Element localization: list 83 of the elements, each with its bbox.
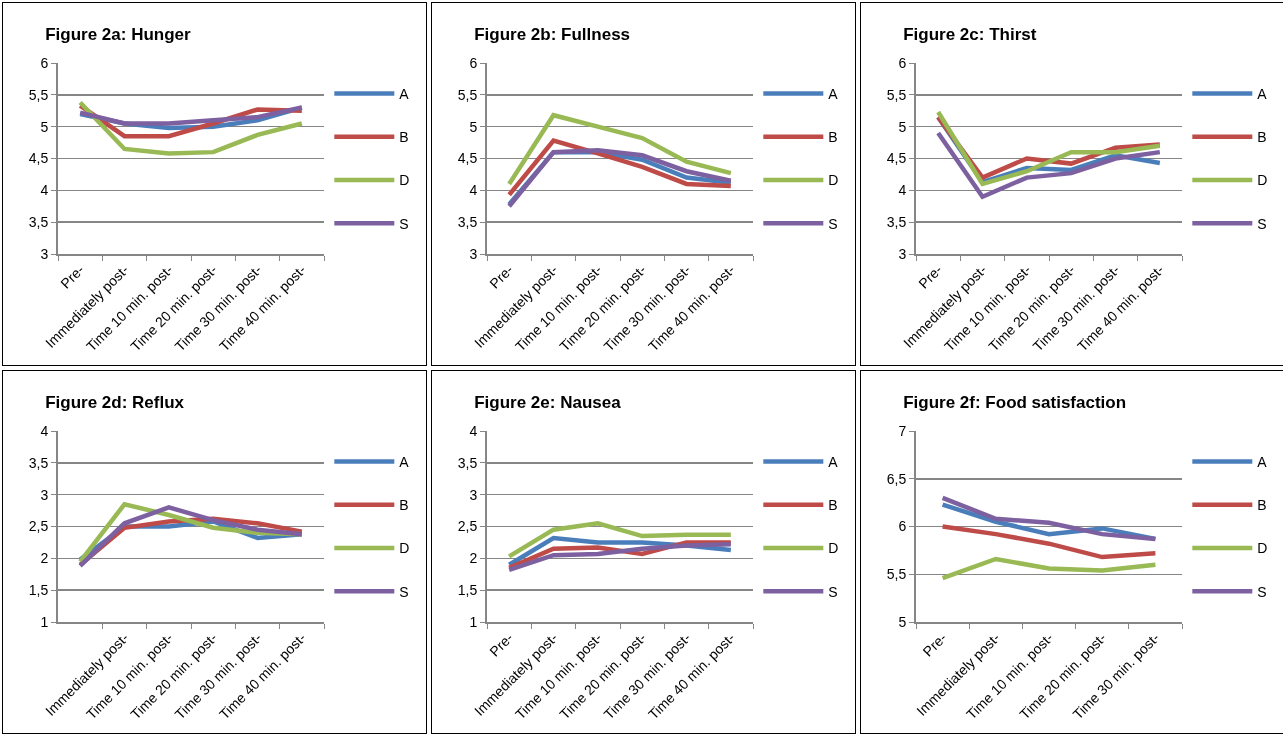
legend-label: A bbox=[828, 86, 839, 103]
y-tick-label: 5,5 bbox=[28, 86, 49, 103]
y-tick-label: 6,5 bbox=[886, 470, 907, 487]
x-tick-label: Pre- bbox=[57, 261, 88, 292]
y-tick-label: 4 bbox=[469, 182, 478, 199]
legend-label: D bbox=[1257, 172, 1268, 189]
legend-label: A bbox=[399, 454, 410, 471]
line-series bbox=[935, 130, 1163, 199]
y-tick-label: 1 bbox=[40, 613, 49, 630]
y-tick-label: 5 bbox=[40, 118, 49, 135]
y-tick-label: 2,5 bbox=[28, 518, 49, 535]
legend-label: S bbox=[399, 215, 409, 232]
chart-title: Figure 2f: Food satisfaction bbox=[903, 393, 1127, 413]
y-tick-label: 1,5 bbox=[457, 582, 478, 599]
line-series bbox=[77, 105, 305, 126]
legend-label: B bbox=[828, 497, 838, 514]
legend-label: B bbox=[399, 497, 409, 514]
line-series bbox=[77, 100, 305, 156]
y-tick-label: 3,5 bbox=[457, 214, 478, 231]
line-series bbox=[506, 112, 734, 187]
x-tick-label: Pre- bbox=[919, 629, 950, 660]
chart-title: Figure 2d: Reflux bbox=[45, 393, 185, 413]
y-tick-label: 2 bbox=[40, 550, 49, 567]
y-tick-label: 3 bbox=[469, 486, 478, 503]
legend-label: S bbox=[828, 215, 838, 232]
legend-label: S bbox=[399, 583, 409, 600]
y-tick-label: 3 bbox=[898, 245, 907, 262]
y-tick-label: 6 bbox=[40, 54, 49, 71]
legend-label: D bbox=[828, 540, 839, 557]
line-series bbox=[506, 138, 734, 198]
y-tick-label: 5 bbox=[898, 118, 907, 135]
legend-label: A bbox=[399, 86, 410, 103]
legend-label: S bbox=[828, 583, 838, 600]
chart-title: Figure 2b: Fullness bbox=[474, 25, 631, 45]
legend-label: A bbox=[1257, 454, 1268, 471]
y-tick-label: 3 bbox=[40, 486, 49, 503]
legend-label: B bbox=[399, 129, 409, 146]
y-tick-label: 3,5 bbox=[28, 454, 49, 471]
y-tick-label: 4 bbox=[40, 182, 49, 199]
y-tick-label: 3,5 bbox=[28, 214, 49, 231]
y-tick-label: 4 bbox=[898, 182, 907, 199]
legend-label: B bbox=[1257, 497, 1267, 514]
legend-label: B bbox=[828, 129, 838, 146]
y-tick-label: 5,5 bbox=[886, 86, 907, 103]
legend-label: S bbox=[1257, 215, 1267, 232]
y-tick-label: 1 bbox=[469, 613, 478, 630]
legend-label: B bbox=[1257, 129, 1267, 146]
y-tick-label: 7 bbox=[898, 422, 907, 439]
y-tick-label: 4,5 bbox=[28, 150, 49, 167]
y-tick-label: 4,5 bbox=[457, 150, 478, 167]
legend-label: S bbox=[1257, 583, 1267, 600]
y-tick-label: 5,5 bbox=[886, 566, 907, 583]
y-tick-label: 3,5 bbox=[457, 454, 478, 471]
y-tick-label: 5,5 bbox=[457, 86, 478, 103]
x-tick-label: Pre- bbox=[486, 629, 517, 660]
legend-label: A bbox=[1257, 86, 1268, 103]
legend-label: D bbox=[399, 172, 410, 189]
legend-label: A bbox=[828, 454, 839, 471]
y-tick-label: 3 bbox=[40, 245, 49, 262]
y-tick-label: 6 bbox=[469, 54, 478, 71]
y-tick-label: 4 bbox=[40, 422, 49, 439]
chart-title: Figure 2a: Hunger bbox=[45, 25, 192, 45]
y-tick-label: 6 bbox=[898, 518, 907, 535]
x-tick-label: Pre- bbox=[486, 261, 517, 292]
legend-label: D bbox=[828, 172, 839, 189]
y-tick-label: 5 bbox=[469, 118, 478, 135]
legend-label: D bbox=[1257, 540, 1268, 557]
line-series bbox=[940, 556, 1158, 581]
y-tick-label: 2,5 bbox=[457, 518, 478, 535]
chart-title: Figure 2c: Thirst bbox=[903, 25, 1037, 45]
line-series bbox=[940, 524, 1158, 560]
line-series bbox=[506, 521, 734, 559]
y-tick-label: 3,5 bbox=[886, 214, 907, 231]
legend-label: D bbox=[399, 540, 410, 557]
y-tick-label: 6 bbox=[898, 54, 907, 71]
y-tick-label: 3 bbox=[469, 245, 478, 262]
y-tick-label: 1,5 bbox=[28, 582, 49, 599]
y-tick-label: 2 bbox=[469, 550, 478, 567]
x-tick-label: Pre- bbox=[915, 261, 946, 292]
y-tick-label: 5 bbox=[898, 613, 907, 630]
y-tick-label: 4 bbox=[469, 422, 478, 439]
chart-title: Figure 2e: Nausea bbox=[474, 393, 622, 413]
y-tick-label: 4,5 bbox=[886, 150, 907, 167]
